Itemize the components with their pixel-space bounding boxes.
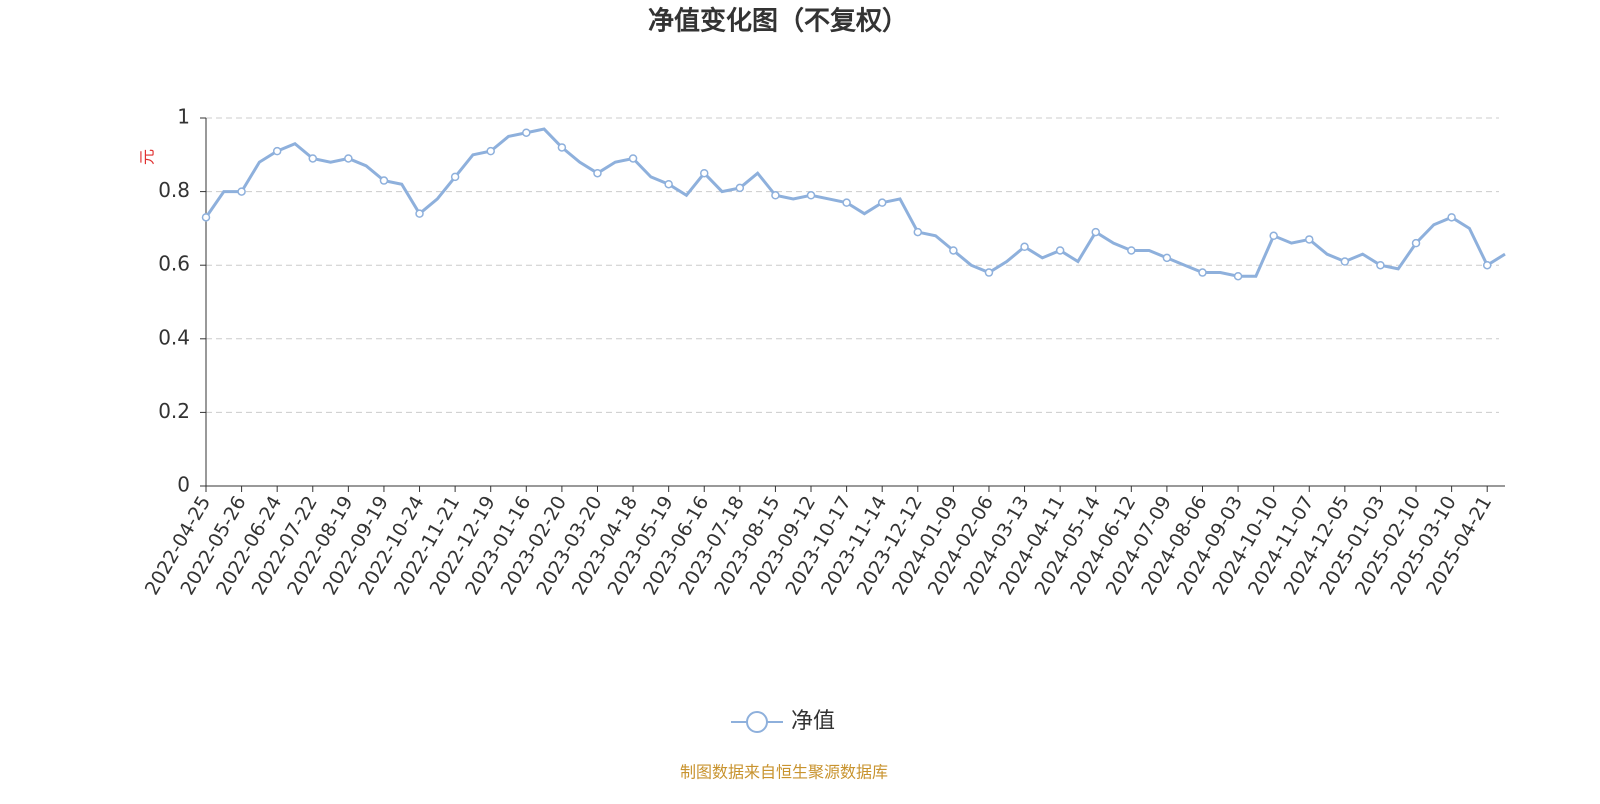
point-marker — [842, 198, 851, 207]
point-marker — [1162, 253, 1172, 263]
point-marker — [1482, 260, 1492, 270]
point-marker — [1198, 268, 1207, 277]
point-marker — [984, 268, 994, 277]
point-marker — [877, 198, 887, 207]
point-marker — [344, 154, 353, 163]
point-marker — [308, 154, 318, 163]
point-marker — [1340, 257, 1350, 266]
point-marker — [1233, 271, 1243, 281]
y-tick-label: 0.8 — [158, 178, 190, 202]
point-marker — [913, 227, 923, 237]
point-marker — [450, 172, 460, 182]
source-note: 制图数据来自恒生聚源数据库 — [680, 763, 888, 782]
point-marker — [1091, 227, 1100, 237]
point-marker — [664, 179, 673, 189]
y-axis-label: 元 — [138, 149, 157, 165]
point-marker — [1269, 231, 1278, 241]
point-marker — [1447, 213, 1456, 222]
point-marker — [771, 191, 780, 200]
series-line — [204, 127, 1506, 278]
y-tick-label: 0 — [177, 473, 190, 497]
chart-title: 净值变化图（不复权） — [648, 6, 908, 37]
y-tick-label: 0.6 — [158, 252, 190, 276]
point-marker — [628, 154, 638, 163]
point-marker — [735, 183, 745, 193]
y-tick-label: 1 — [177, 105, 190, 129]
point-marker — [1376, 260, 1385, 270]
point-marker — [557, 143, 567, 152]
point-marker — [1020, 242, 1029, 252]
point-marker — [237, 187, 246, 196]
legend-label: 净值 — [791, 709, 835, 734]
y-tick-label: 0.2 — [158, 399, 190, 423]
legend-marker — [746, 711, 768, 733]
point-marker — [1055, 246, 1065, 255]
point-marker — [379, 176, 389, 185]
point-marker — [1411, 238, 1421, 248]
point-marker — [806, 191, 816, 200]
y-tick-label: 0.4 — [158, 325, 190, 349]
point-marker — [699, 168, 709, 178]
point-marker — [593, 168, 602, 178]
point-marker — [949, 246, 958, 255]
point-marker — [415, 209, 424, 218]
point-marker — [522, 128, 531, 137]
point-marker — [1127, 246, 1136, 255]
point-marker — [272, 146, 282, 156]
point-marker — [201, 213, 211, 222]
point-marker — [486, 146, 495, 156]
point-marker — [1305, 235, 1314, 244]
